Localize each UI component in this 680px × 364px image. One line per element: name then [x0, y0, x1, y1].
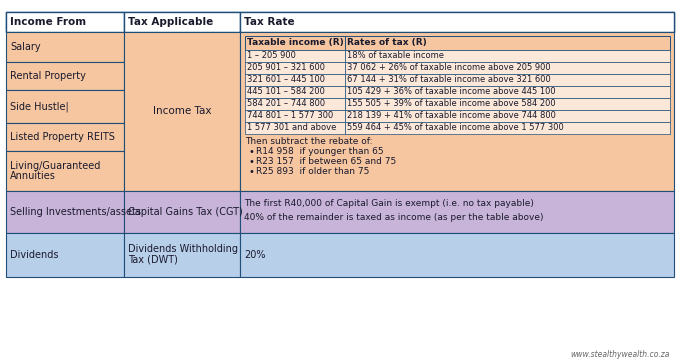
Bar — [6, 12, 124, 32]
Bar — [240, 12, 674, 32]
Text: R14 958  if younger than 65: R14 958 if younger than 65 — [256, 147, 384, 157]
Text: Taxable income (R): Taxable income (R) — [247, 39, 344, 47]
Text: Selling Investments/assets: Selling Investments/assets — [10, 207, 141, 217]
Bar — [124, 32, 240, 191]
Text: 40% of the remainder is taxed as income (as per the table above): 40% of the remainder is taxed as income … — [244, 213, 543, 222]
Bar — [345, 122, 670, 134]
Bar — [6, 191, 124, 233]
Text: Annuities: Annuities — [10, 171, 56, 181]
Text: 37 062 + 26% of taxable income above 205 900: 37 062 + 26% of taxable income above 205… — [347, 63, 551, 72]
Bar — [6, 62, 124, 90]
Bar — [245, 74, 345, 86]
Text: Tax Applicable: Tax Applicable — [128, 17, 214, 27]
Text: •: • — [248, 157, 254, 167]
Text: Tax Rate: Tax Rate — [244, 17, 294, 27]
Bar — [124, 191, 240, 233]
Text: Then subtract the rebate of:: Then subtract the rebate of: — [245, 138, 373, 146]
Text: The first R40,000 of Capital Gain is exempt (i.e. no tax payable): The first R40,000 of Capital Gain is exe… — [244, 199, 534, 209]
Text: Capital Gains Tax (CGT): Capital Gains Tax (CGT) — [128, 207, 243, 217]
Bar — [245, 110, 345, 122]
Bar — [345, 110, 670, 122]
Bar — [240, 191, 674, 233]
Bar — [6, 12, 674, 32]
Text: 445 101 – 584 200: 445 101 – 584 200 — [247, 87, 325, 96]
Bar — [6, 151, 124, 191]
Text: •: • — [248, 167, 254, 177]
Bar — [6, 32, 124, 62]
Text: 218 139 + 41% of taxable income above 744 800: 218 139 + 41% of taxable income above 74… — [347, 111, 556, 120]
Bar — [345, 62, 670, 74]
Text: 205 901 – 321 600: 205 901 – 321 600 — [247, 63, 325, 72]
Text: 155 505 + 39% of taxable income above 584 200: 155 505 + 39% of taxable income above 58… — [347, 99, 556, 108]
Bar — [345, 86, 670, 98]
Text: 321 601 – 445 100: 321 601 – 445 100 — [247, 75, 325, 84]
Bar — [124, 233, 240, 277]
Text: Rates of tax (R): Rates of tax (R) — [347, 39, 427, 47]
Text: Living/Guaranteed: Living/Guaranteed — [10, 161, 101, 171]
Bar — [345, 36, 670, 50]
Bar — [245, 86, 345, 98]
Bar — [240, 233, 674, 277]
Bar — [245, 122, 345, 134]
Bar — [240, 32, 674, 191]
Bar — [124, 12, 240, 32]
Text: 1 577 301 and above: 1 577 301 and above — [247, 123, 337, 132]
Text: Salary: Salary — [10, 42, 41, 52]
Text: Income Tax: Income Tax — [153, 107, 211, 116]
Text: Dividends: Dividends — [10, 250, 58, 260]
Text: Listed Property REITS: Listed Property REITS — [10, 132, 115, 142]
Bar — [245, 62, 345, 74]
Text: Income From: Income From — [10, 17, 86, 27]
Text: Tax (DWT): Tax (DWT) — [128, 255, 178, 265]
Text: Side Hustle|: Side Hustle| — [10, 101, 69, 112]
Bar — [245, 36, 345, 50]
Text: 18% of taxable income: 18% of taxable income — [347, 51, 444, 60]
Text: 105 429 + 36% of taxable income above 445 100: 105 429 + 36% of taxable income above 44… — [347, 87, 556, 96]
Text: www.stealthywealth.co.za: www.stealthywealth.co.za — [571, 350, 670, 359]
Text: 67 144 + 31% of taxable income above 321 600: 67 144 + 31% of taxable income above 321… — [347, 75, 551, 84]
Bar — [245, 50, 345, 62]
Text: 20%: 20% — [244, 250, 265, 260]
Text: 559 464 + 45% of taxable income above 1 577 300: 559 464 + 45% of taxable income above 1 … — [347, 123, 564, 132]
Text: •: • — [248, 147, 254, 157]
Bar — [6, 233, 124, 277]
Text: 1 – 205 900: 1 – 205 900 — [247, 51, 296, 60]
Bar — [345, 50, 670, 62]
Text: Dividends Withholding: Dividends Withholding — [128, 244, 238, 254]
Bar — [6, 123, 124, 151]
Text: Rental Property: Rental Property — [10, 71, 86, 81]
Text: 584 201 – 744 800: 584 201 – 744 800 — [247, 99, 325, 108]
Bar — [245, 98, 345, 110]
Bar — [345, 98, 670, 110]
Bar — [345, 74, 670, 86]
Text: R25 893  if older than 75: R25 893 if older than 75 — [256, 167, 369, 177]
Text: R23 157  if between 65 and 75: R23 157 if between 65 and 75 — [256, 158, 396, 166]
Bar — [6, 90, 124, 123]
Text: 744 801 – 1 577 300: 744 801 – 1 577 300 — [247, 111, 333, 120]
